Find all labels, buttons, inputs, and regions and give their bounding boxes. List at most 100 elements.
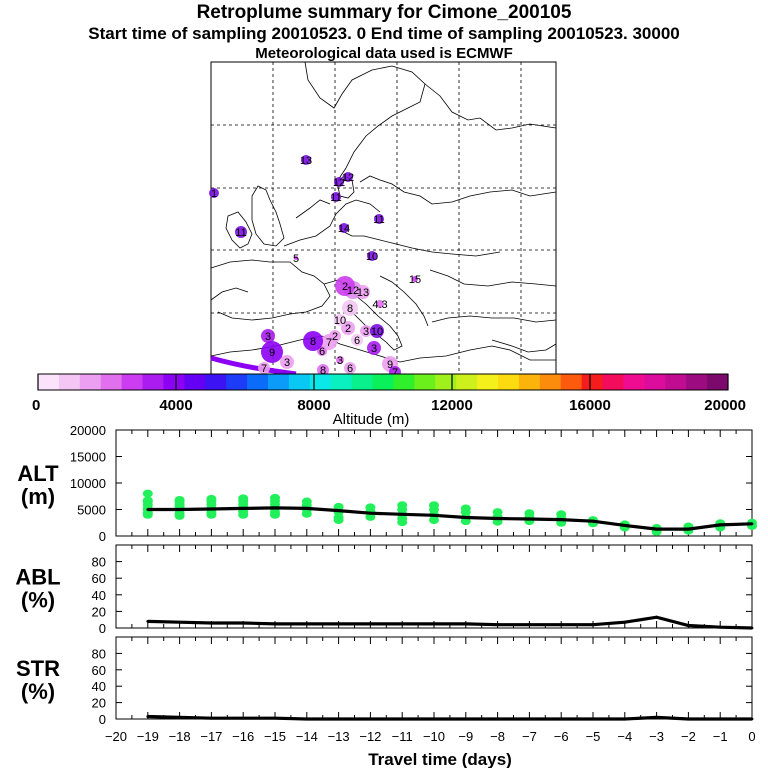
trajectory-marker [342, 300, 358, 316]
data-point [241, 621, 245, 625]
y-tick-label: 20 [92, 696, 106, 711]
data-point [623, 717, 627, 721]
trajectory-marker [280, 355, 294, 369]
trajectory-marker [339, 223, 349, 233]
y-axis-label: ABL [15, 565, 60, 590]
trajectory-label: 2 [345, 323, 351, 335]
colorbar-tick-label: 0 [32, 397, 40, 414]
colorbar-swatch [372, 374, 394, 390]
data-point [369, 511, 372, 515]
colorbar-swatch [456, 374, 478, 390]
data-point [718, 523, 722, 527]
colorbar-swatch [602, 374, 624, 390]
data-point [750, 717, 754, 721]
x-tick-label: −2 [681, 729, 696, 744]
colorbar-swatch [686, 374, 708, 390]
spread-point [556, 510, 567, 519]
trajectory-label: 2 [342, 281, 348, 293]
data-point [210, 507, 213, 511]
x-tick-label: −6 [554, 729, 569, 744]
data-point [146, 619, 150, 623]
chart-title: Retroplume summary for Cimone_200105 [196, 2, 572, 23]
data-point [528, 717, 531, 721]
colorbar-swatch [100, 374, 123, 390]
x-tick-label: −19 [137, 729, 159, 744]
altitude-colorbar: 0 4000 8000 12000 16000 20000 [32, 373, 746, 414]
spread-point [524, 509, 535, 518]
data-point [559, 518, 563, 521]
data-point [718, 717, 722, 721]
data-point [178, 620, 182, 624]
trajectory-marker [261, 329, 275, 343]
colorbar-swatch [435, 374, 457, 390]
y-tick-label: 20 [92, 604, 106, 619]
data-point [432, 513, 436, 517]
spread-point [397, 501, 408, 510]
x-tick-label: −10 [423, 729, 445, 744]
trajectory-label: 15 [409, 274, 421, 286]
colorbar-tick-label: 20000 [704, 397, 746, 414]
colorbar-label: Altitude (m) [333, 411, 410, 428]
data-point [718, 625, 722, 629]
y-axis-label: (%) [21, 588, 55, 613]
data-point [687, 527, 690, 531]
spread-point [270, 493, 280, 502]
data-point [591, 623, 595, 627]
colorbar-tick-label: 8000 [297, 397, 330, 414]
trajectory-label: 10 [371, 326, 383, 338]
colorbar-swatch [247, 374, 269, 390]
trajectory-label: 7 [326, 337, 332, 349]
colorbar-swatch [707, 374, 729, 390]
trajectory-marker [261, 341, 283, 363]
trajectory-marker [335, 276, 355, 296]
trajectory-label: 4.3 [372, 299, 387, 311]
trajectory-label: 3 [284, 357, 290, 369]
y-tick-label: 0 [99, 529, 106, 544]
colorbar-swatch [498, 374, 520, 390]
data-point [591, 519, 595, 523]
spread-point [460, 504, 471, 513]
trajectory-marker [351, 334, 363, 346]
trajectory-marker [370, 324, 384, 338]
colorbar-swatch [393, 374, 415, 390]
x-tick-label: −9 [458, 729, 473, 744]
trajectory-label: 5 [293, 253, 299, 265]
spread-point [365, 503, 376, 512]
trajectory-markers [209, 155, 418, 378]
data-point [528, 517, 531, 521]
trajectory-label: 11 [330, 192, 341, 204]
trajectory-label: 3 [337, 355, 343, 367]
x-tick-label: −11 [392, 729, 413, 744]
data-point [273, 506, 277, 510]
colorbar-swatch [351, 374, 374, 390]
spread-point [174, 495, 185, 504]
colorbar-swatch [623, 374, 645, 390]
trajectory-marker [412, 276, 418, 282]
trajectory-label: 13 [357, 287, 369, 299]
data-point [400, 622, 404, 626]
data-point [337, 622, 340, 626]
y-axis-label: STR [16, 656, 60, 681]
x-tick-label: −8 [490, 729, 505, 744]
data-point [241, 716, 245, 720]
trajectory-label: 6 [354, 335, 360, 347]
colorbar-swatch [79, 374, 102, 390]
y-tick-label: 15000 [70, 450, 106, 465]
x-tick-label: −7 [522, 729, 537, 744]
spread-point [429, 501, 439, 510]
y-tick-label: 5000 [77, 503, 106, 518]
data-point [369, 717, 372, 721]
x-tick-label: −17 [200, 729, 222, 744]
data-point [559, 717, 563, 721]
data-point [400, 512, 404, 516]
y-tick-label: 80 [92, 646, 106, 661]
colorbar-swatch [205, 374, 227, 390]
data-point [210, 716, 213, 720]
data-point [146, 715, 150, 718]
y-axis-label: (%) [21, 679, 55, 704]
trajectory-label: 8 [347, 303, 353, 315]
colorbar-swatch [518, 374, 541, 390]
trajectory-marker [334, 177, 344, 187]
trajectory-label: 7 [261, 363, 267, 375]
